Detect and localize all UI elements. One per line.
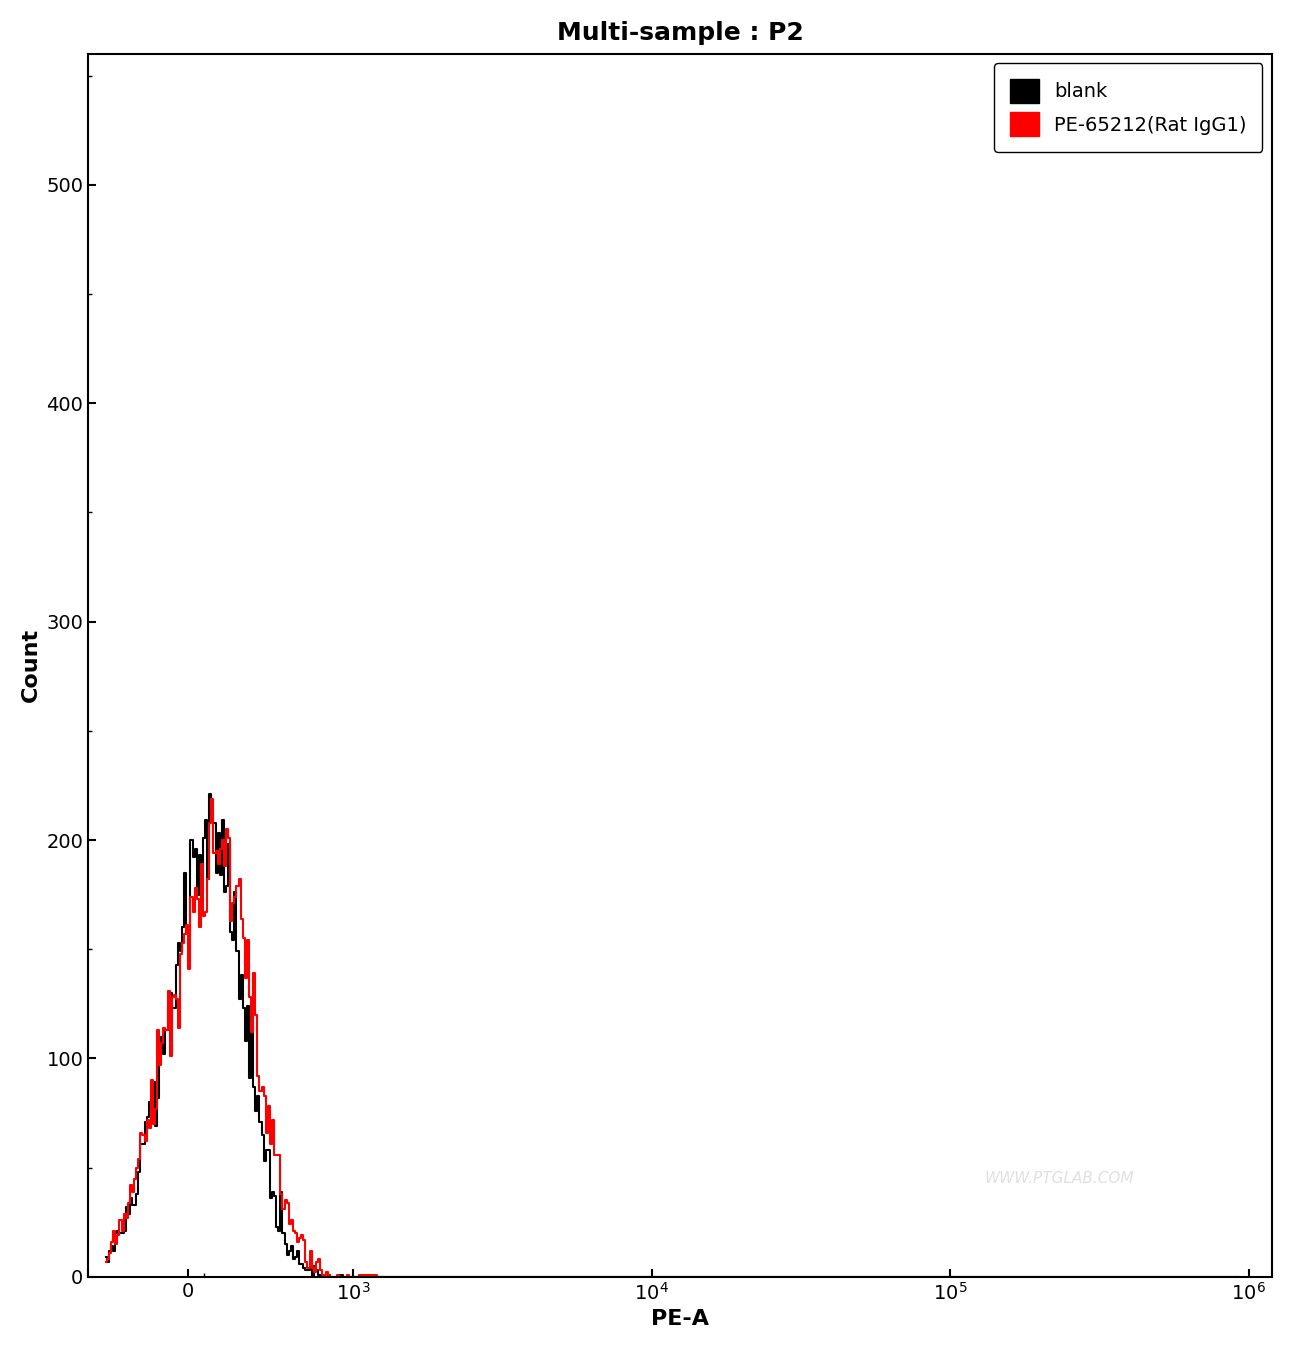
blank bbox=[203, 786, 219, 802]
blank bbox=[155, 1029, 171, 1045]
blank bbox=[328, 1269, 344, 1285]
Legend: blank, PE-65212(Rat IgG1): blank, PE-65212(Rat IgG1) bbox=[994, 63, 1262, 151]
blank bbox=[305, 1269, 321, 1285]
PE-65212(Rat IgG1) bbox=[1230, 1269, 1245, 1285]
blank bbox=[98, 1249, 114, 1265]
blank bbox=[278, 1237, 294, 1253]
PE-65212(Rat IgG1) bbox=[323, 1269, 339, 1285]
Title: Multi-sample : P2: Multi-sample : P2 bbox=[557, 20, 803, 45]
blank bbox=[1230, 1269, 1245, 1285]
Text: WWW.PTGLAB.COM: WWW.PTGLAB.COM bbox=[984, 1172, 1134, 1187]
PE-65212(Rat IgG1) bbox=[204, 790, 220, 806]
blank bbox=[1001, 1269, 1016, 1285]
Line: PE-65212(Rat IgG1): PE-65212(Rat IgG1) bbox=[106, 798, 1237, 1277]
PE-65212(Rat IgG1) bbox=[132, 1150, 147, 1166]
PE-65212(Rat IgG1) bbox=[98, 1253, 114, 1269]
PE-65212(Rat IgG1) bbox=[328, 1269, 344, 1285]
PE-65212(Rat IgG1) bbox=[220, 821, 235, 837]
PE-65212(Rat IgG1) bbox=[155, 1035, 171, 1052]
Line: blank: blank bbox=[106, 794, 1237, 1277]
PE-65212(Rat IgG1) bbox=[1001, 1269, 1016, 1285]
blank bbox=[220, 878, 235, 894]
Y-axis label: Count: Count bbox=[21, 628, 41, 702]
blank bbox=[132, 1164, 147, 1180]
PE-65212(Rat IgG1) bbox=[278, 1192, 294, 1208]
X-axis label: PE-A: PE-A bbox=[652, 1310, 709, 1330]
